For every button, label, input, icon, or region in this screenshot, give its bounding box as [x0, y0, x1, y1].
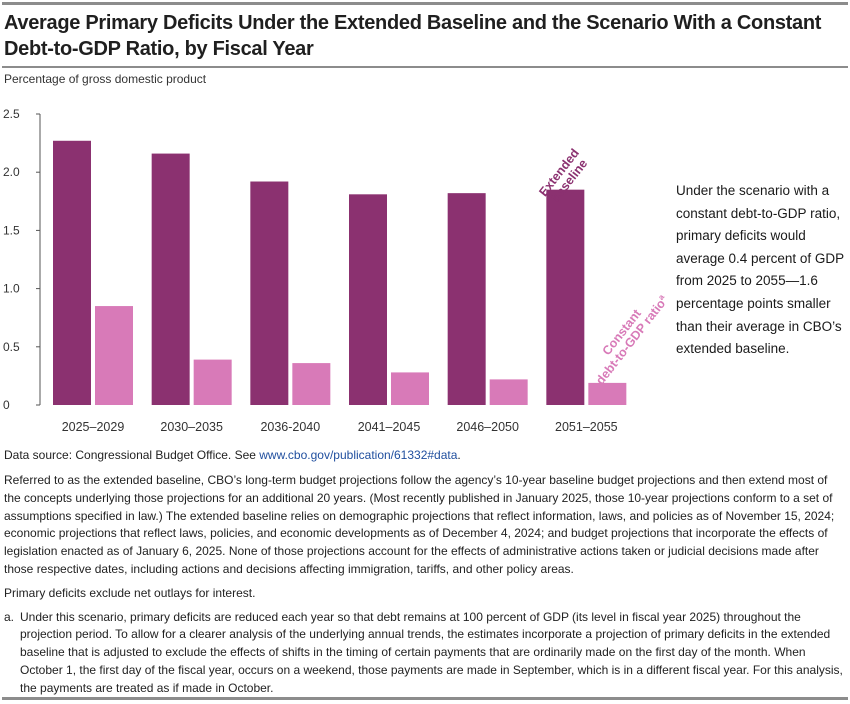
bar-extended-baseline: [250, 181, 289, 405]
x-tick-label: 2051–2055: [555, 420, 618, 434]
y-axis: 0 0.5 1.0 1.5 2.0 2.5: [3, 107, 41, 412]
x-tick-label: 2030–2035: [160, 420, 223, 434]
footnote-a: a. Under this scenario, primary deficits…: [4, 609, 846, 698]
title-rule: [2, 66, 848, 68]
x-axis: 2025–2029 2030–2035 2036-2040 2041–2045 2046…: [62, 420, 618, 434]
bar-extended-baseline: [151, 153, 190, 405]
bar-constant-ratio: [588, 382, 627, 405]
bar-constant-ratio: [95, 306, 133, 405]
footnote-a-text: Under this scenario, primary deficits ar…: [20, 609, 843, 695]
source-link[interactable]: www.cbo.gov/publication/61332#data: [259, 448, 458, 462]
series-label-line: debt-to-GDP ratioa: [592, 292, 671, 387]
notes: Referred to as the extended baseline, CB…: [4, 472, 846, 698]
chart-title: Average Primary Deficits Under the Exten…: [4, 12, 822, 60]
x-tick-label: 2046–2050: [456, 420, 519, 434]
bar-extended-baseline: [349, 194, 387, 405]
footnote-superscript: a: [656, 292, 666, 301]
bars: [53, 140, 627, 405]
x-tick-label: 2041–2045: [358, 420, 421, 434]
y-tick-label: 2.0: [3, 165, 20, 179]
bar-constant-ratio: [292, 363, 331, 405]
chart-annotation: Under the scenario with a constant debt-…: [676, 183, 844, 357]
bar-extended-baseline: [447, 193, 486, 405]
x-tick-label: 2036-2040: [260, 420, 320, 434]
note-primary-deficits: Primary deficits exclude net outlays for…: [4, 585, 256, 600]
y-tick-label: 0.5: [3, 340, 20, 354]
footnote-marker: a.: [4, 609, 15, 624]
bar-constant-ratio: [391, 372, 429, 405]
bar-extended-baseline: [53, 140, 91, 405]
bar-chart: 0 0.5 1.0 1.5 2.0 2.5 2025–2029 2030–2035 2036-…: [3, 107, 671, 434]
bar-extended-baseline: [546, 189, 585, 405]
source-prefix: Data source: Congressional Budget Office…: [4, 448, 260, 462]
source-suffix: .: [457, 448, 461, 462]
y-axis-units-label: Percentage of gross domestic product: [4, 72, 207, 86]
top-rule: [2, 2, 848, 5]
data-source: Data source: Congressional Budget Office…: [4, 448, 461, 462]
y-tick-label: 0: [3, 398, 10, 412]
bottom-rule: [2, 697, 848, 700]
bar-constant-ratio: [489, 379, 528, 405]
y-tick-label: 2.5: [3, 107, 20, 121]
bar-constant-ratio: [193, 359, 232, 405]
note-extended-baseline: Referred to as the extended baseline, CB…: [4, 473, 835, 576]
x-tick-label: 2025–2029: [62, 420, 125, 434]
y-tick-label: 1.5: [3, 223, 20, 237]
y-tick-label: 1.0: [3, 282, 20, 296]
